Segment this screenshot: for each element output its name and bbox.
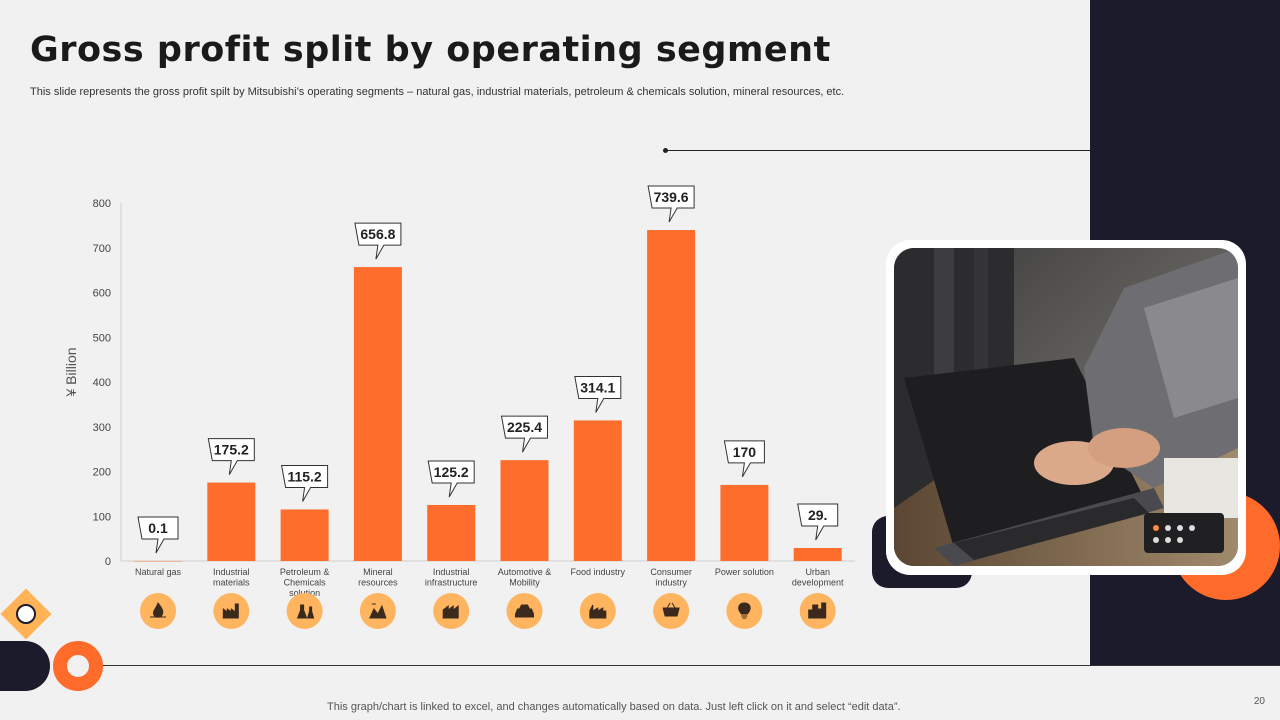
y-tick-label: 500 <box>93 332 111 344</box>
data-label: 225.4 <box>507 419 542 435</box>
bar <box>647 230 696 562</box>
laptop-photo-illustration <box>894 248 1238 566</box>
data-label-callout <box>500 415 548 453</box>
bar <box>134 560 182 562</box>
page-title: Gross profit split by operating segment <box>30 30 831 70</box>
decorative-navy-half-circle <box>0 641 50 691</box>
x-tick-label: industry <box>655 578 687 588</box>
data-label-callout <box>137 516 179 554</box>
factory-icon <box>222 603 239 619</box>
city-icon <box>808 602 827 619</box>
y-tick-label: 400 <box>93 377 111 389</box>
data-label-callout <box>281 464 329 502</box>
bar <box>353 267 402 561</box>
data-label: 29. <box>808 507 827 523</box>
data-label-callout <box>207 438 255 475</box>
connector-line <box>666 150 1090 151</box>
car-icon <box>515 604 534 618</box>
y-tick-label: 100 <box>93 511 111 523</box>
data-label: 739.6 <box>654 189 689 205</box>
flame-icon <box>150 601 166 618</box>
decorative-diamond-dot <box>16 604 36 624</box>
x-tick-label: Industrial <box>433 567 470 577</box>
data-label: 175.2 <box>214 442 249 458</box>
bar <box>720 484 769 561</box>
bar <box>573 420 622 561</box>
data-label: 125.2 <box>434 464 469 480</box>
bar <box>793 548 842 561</box>
data-label: 656.8 <box>360 226 395 242</box>
food-factory-icon <box>589 604 607 619</box>
data-label-callout <box>574 375 622 413</box>
data-label-callout <box>354 222 402 260</box>
category-icon-circle <box>286 593 323 629</box>
footnote: This graph/chart is linked to excel, and… <box>327 701 901 713</box>
page-subtitle: This slide represents the gross profit s… <box>30 86 845 98</box>
data-label: 0.1 <box>148 520 168 536</box>
category-icon-circle <box>359 593 396 629</box>
chemicals-icon <box>296 604 315 619</box>
x-tick-label: Industrial <box>213 567 250 577</box>
x-tick-label: Food industry <box>571 567 626 577</box>
x-tick-label: Automotive & <box>498 567 552 577</box>
data-label: 170 <box>733 444 757 460</box>
y-tick-label: 200 <box>93 467 111 479</box>
data-label-callout <box>797 503 839 541</box>
bar <box>280 509 329 561</box>
data-label-callout <box>427 460 475 498</box>
shopping-basket-icon <box>662 602 680 617</box>
decorative-orange-ring <box>53 641 103 691</box>
y-axis-label: ¥ Billion <box>63 347 79 397</box>
infrastructure-icon <box>442 604 459 619</box>
x-tick-label: Power solution <box>715 567 774 577</box>
y-tick-label: 300 <box>93 422 111 434</box>
y-tick-label: 600 <box>93 288 111 300</box>
y-tick-label: 700 <box>93 243 111 255</box>
x-tick-label: Mobility <box>509 578 540 588</box>
x-tick-label: Chemicals <box>284 578 327 588</box>
x-tick-label: Petroleum & <box>280 567 330 577</box>
data-label: 115.2 <box>287 468 321 484</box>
x-tick-label: Consumer <box>650 567 692 577</box>
x-tick-label: infrastructure <box>425 578 478 588</box>
x-tick-label: Natural gas <box>135 567 182 577</box>
mining-icon <box>369 603 387 619</box>
page-number: 20 <box>1253 696 1265 707</box>
x-tick-label: resources <box>358 578 398 588</box>
x-tick-label: materials <box>213 578 250 588</box>
laptop-photo <box>894 248 1238 566</box>
data-label: 314.1 <box>580 379 615 395</box>
x-tick-label: Urban <box>805 567 830 577</box>
x-tick-label: development <box>792 578 844 588</box>
y-tick-label: 800 <box>93 198 111 210</box>
bar <box>500 460 549 561</box>
x-tick-label: Mineral <box>363 567 393 577</box>
connector-dot <box>663 148 668 153</box>
footer-rule <box>100 665 1280 666</box>
bar <box>427 504 476 561</box>
bar <box>207 482 256 561</box>
data-label-callout <box>723 440 765 478</box>
lightbulb-icon <box>738 602 751 619</box>
data-label-callout <box>647 185 695 223</box>
y-tick-label: 0 <box>105 556 111 568</box>
